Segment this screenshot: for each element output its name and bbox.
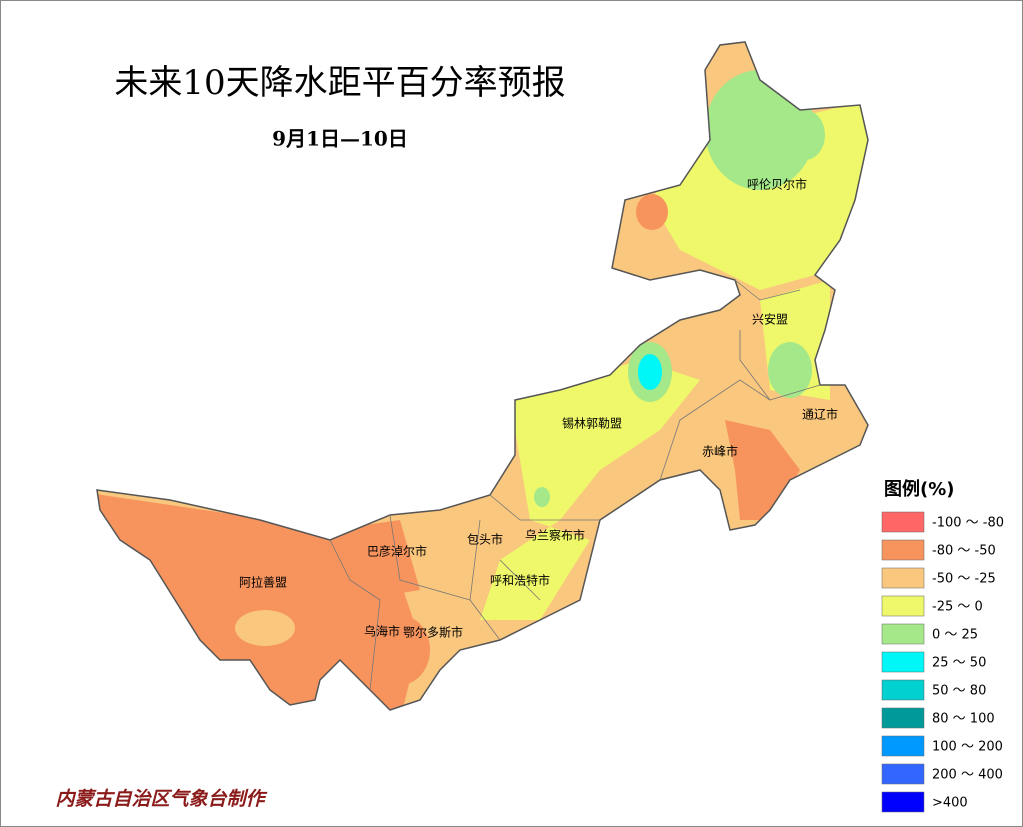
region-label: 阿拉善盟 — [239, 575, 287, 590]
region-label: 兴安盟 — [752, 312, 788, 327]
legend-swatch — [881, 735, 925, 757]
legend-label: 0 ～ 25 — [932, 628, 978, 643]
legend-swatch — [881, 623, 925, 645]
legend-swatch — [881, 707, 925, 729]
legend-swatch — [881, 595, 925, 617]
region-label: 赤峰市 — [702, 444, 738, 459]
region-label: 乌海市 — [364, 624, 400, 639]
region-label: 巴彦淖尔市 — [367, 544, 427, 559]
legend-label: 80 ～ 100 — [932, 712, 995, 727]
legend-label: >400 — [932, 796, 968, 811]
region-label: 锡林郭勒盟 — [562, 416, 622, 431]
legend-title: 图例(%) — [884, 478, 955, 500]
region-label: 鄂尔多斯市 — [403, 625, 463, 640]
legend-label: -80 ～ -50 — [932, 544, 996, 559]
region-label: 通辽市 — [802, 407, 838, 422]
legend-swatch — [881, 539, 925, 561]
legend-swatch — [881, 679, 925, 701]
region-label: 乌兰察布市 — [525, 528, 585, 543]
legend-label: -100 ～ -80 — [932, 516, 1004, 531]
credit: 内蒙古自治区气象台制作 — [55, 788, 267, 810]
legend-label: 50 ～ 80 — [932, 684, 986, 699]
boundaries — [329, 279, 821, 691]
legend-label: 25 ～ 50 — [932, 656, 986, 671]
legend-label: 200 ～ 400 — [932, 768, 1003, 783]
region-label: 呼和浩特市 — [490, 573, 550, 588]
legend-label: -50 ～ -25 — [932, 572, 996, 587]
region-label: 包头市 — [467, 532, 503, 547]
legend-swatch — [881, 511, 925, 533]
legend-swatch — [881, 651, 925, 673]
legend-label: 100 ～ 200 — [932, 740, 1003, 755]
map-subtitle: 9月1日—10日 — [272, 127, 408, 151]
legend-swatch — [881, 567, 925, 589]
map-title: 未来10天降水距平百分率预报 — [114, 63, 565, 103]
legend-swatch — [881, 791, 925, 813]
legend-label: -25 ～ 0 — [932, 600, 983, 615]
legend-swatch — [881, 763, 925, 785]
region-label: 呼伦贝尔市 — [747, 177, 807, 192]
